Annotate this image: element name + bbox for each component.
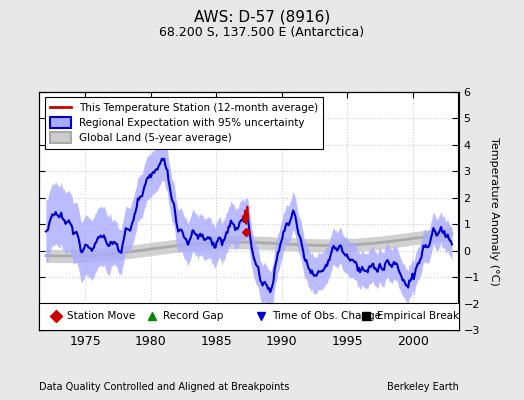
Text: Berkeley Earth: Berkeley Earth	[387, 382, 458, 392]
Text: AWS: D-57 (8916): AWS: D-57 (8916)	[194, 10, 330, 25]
Text: Station Move: Station Move	[67, 311, 135, 322]
Text: Time of Obs. Change: Time of Obs. Change	[272, 311, 381, 322]
Text: Record Gap: Record Gap	[163, 311, 223, 322]
Text: Empirical Break: Empirical Break	[377, 311, 459, 322]
Legend: This Temperature Station (12-month average), Regional Expectation with 95% uncer: This Temperature Station (12-month avera…	[45, 97, 323, 148]
Text: Data Quality Controlled and Aligned at Breakpoints: Data Quality Controlled and Aligned at B…	[39, 382, 290, 392]
Text: 68.200 S, 137.500 E (Antarctica): 68.200 S, 137.500 E (Antarctica)	[159, 26, 365, 39]
Y-axis label: Temperature Anomaly (°C): Temperature Anomaly (°C)	[489, 137, 499, 285]
